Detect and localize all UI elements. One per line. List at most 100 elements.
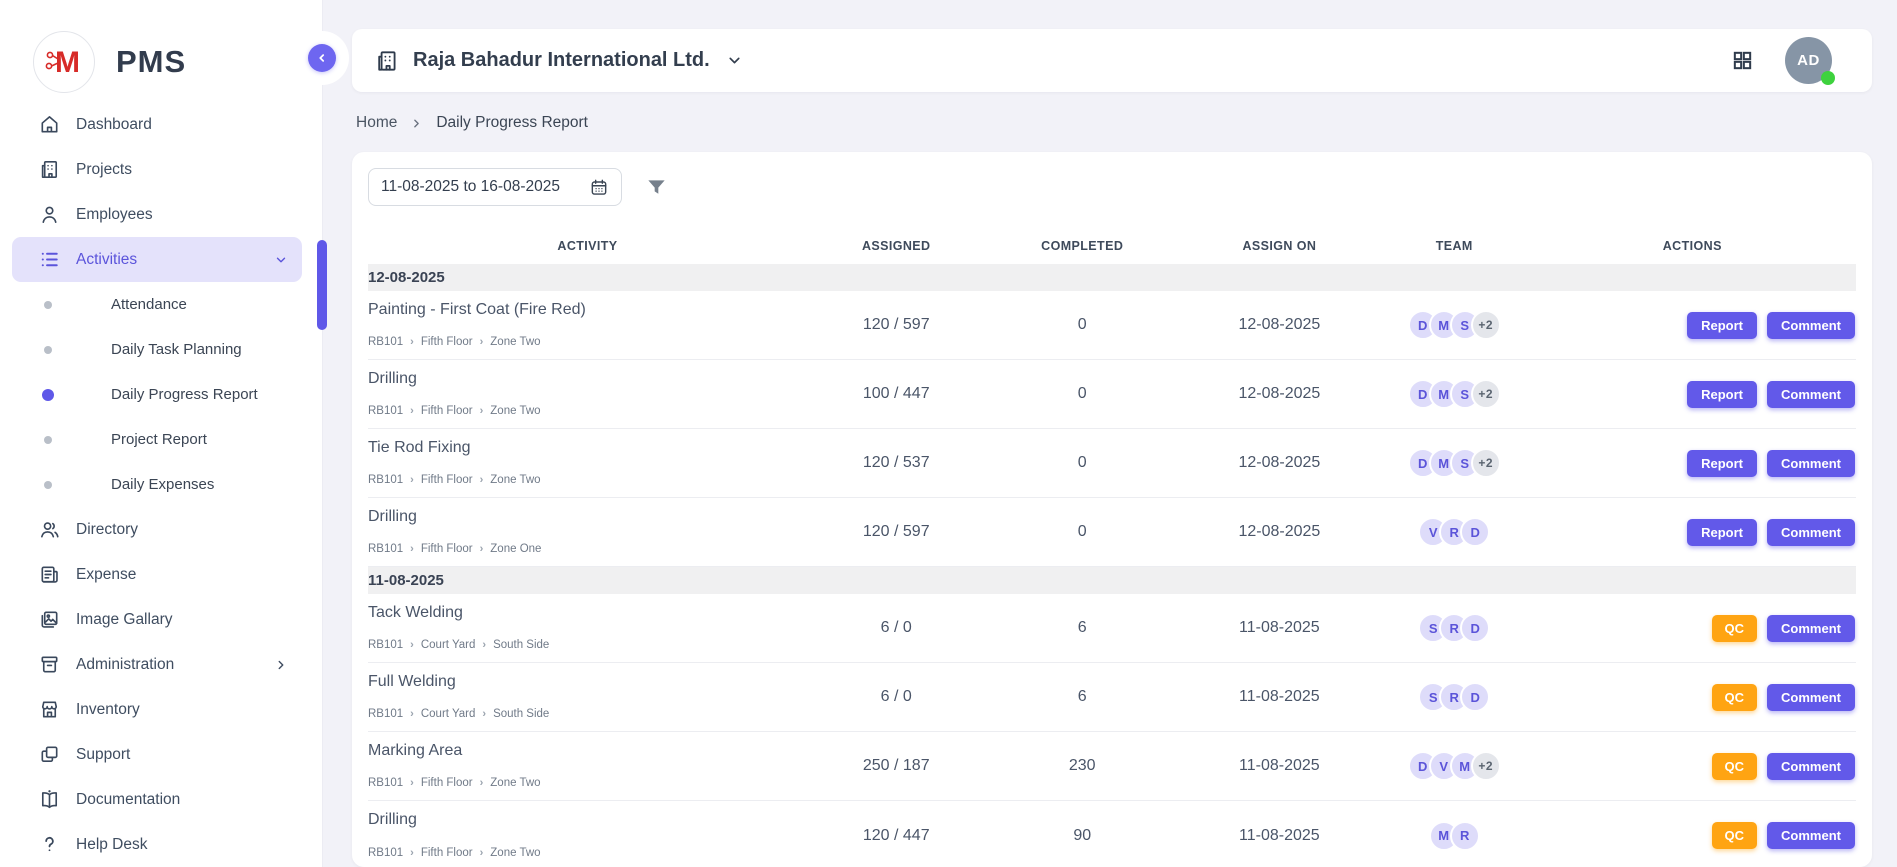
row-actions: Report Comment bbox=[1529, 312, 1856, 339]
sidebar-item-inventory[interactable]: Inventory bbox=[12, 687, 302, 732]
archive-icon bbox=[38, 653, 61, 676]
report-button[interactable]: Report bbox=[1687, 450, 1757, 477]
report-button[interactable]: Report bbox=[1687, 519, 1757, 546]
path-segment: Zone Two bbox=[490, 777, 540, 789]
sidebar-subitem-label: Daily Task Planning bbox=[111, 341, 242, 358]
sidebar-subitem-daily-task-planning[interactable]: Daily Task Planning bbox=[0, 327, 322, 372]
assigned-value: 120 / 447 bbox=[807, 827, 986, 845]
sidebar-item-administration[interactable]: Administration bbox=[12, 642, 302, 687]
sidebar-item-dashboard[interactable]: Dashboard bbox=[12, 102, 302, 147]
sidebar-item-help-desk[interactable]: Help Desk bbox=[12, 822, 302, 867]
column-header-activity: ACTIVITY bbox=[368, 239, 807, 253]
qc-button[interactable]: QC bbox=[1712, 615, 1758, 642]
sidebar-subitem-label: Attendance bbox=[111, 296, 187, 313]
sidebar-subitem-project-report[interactable]: Project Report bbox=[0, 417, 322, 462]
assigned-value: 120 / 597 bbox=[807, 523, 986, 541]
comment-button[interactable]: Comment bbox=[1767, 381, 1855, 408]
activity-row: DrillingRB101›Fifth Floor›Zone Two120 / … bbox=[368, 801, 1856, 867]
comment-button[interactable]: Comment bbox=[1767, 753, 1855, 780]
group-date: 11-08-2025 bbox=[368, 572, 444, 589]
sidebar-item-employees[interactable]: Employees bbox=[12, 192, 302, 237]
row-actions: QC Comment bbox=[1529, 684, 1856, 711]
sidebar-item-directory[interactable]: Directory bbox=[12, 507, 302, 552]
path-segment: Fifth Floor bbox=[421, 474, 473, 486]
sidebar-subitem-daily-expenses[interactable]: Daily Expenses bbox=[0, 462, 322, 507]
sidebar-item-label: Support bbox=[76, 746, 130, 764]
row-actions: Report Comment bbox=[1529, 519, 1856, 546]
filter-icon[interactable] bbox=[645, 176, 668, 199]
comment-button[interactable]: Comment bbox=[1767, 615, 1855, 642]
svg-text:M: M bbox=[55, 46, 80, 79]
team-avatars: DMS+2 bbox=[1380, 310, 1529, 340]
user-avatar[interactable]: AD bbox=[1785, 37, 1832, 84]
app-root: M PMS Dashboard Projects Employees bbox=[0, 0, 1897, 867]
company-selector[interactable]: Raja Bahadur International Ltd. bbox=[374, 48, 743, 74]
path-segment: RB101 bbox=[368, 708, 403, 720]
team-avatars: DMS+2 bbox=[1380, 379, 1529, 409]
report-button[interactable]: Report bbox=[1687, 312, 1757, 339]
team-overflow-badge: +2 bbox=[1471, 448, 1501, 478]
path-segment: Zone Two bbox=[490, 336, 540, 348]
sidebar-subitem-label: Project Report bbox=[111, 431, 207, 448]
assign-on-value: 11-08-2025 bbox=[1179, 688, 1380, 706]
assigned-value: 250 / 187 bbox=[807, 757, 986, 775]
sidebar-item-projects[interactable]: Projects bbox=[12, 147, 302, 192]
active-section-indicator bbox=[317, 240, 327, 330]
chevron-right-icon: › bbox=[480, 406, 484, 417]
list-icon bbox=[38, 248, 61, 271]
comment-button[interactable]: Comment bbox=[1767, 312, 1855, 339]
sidebar-item-label: Administration bbox=[76, 656, 174, 674]
chevron-right-icon: › bbox=[410, 406, 414, 417]
path-segment: Zone Two bbox=[490, 847, 540, 859]
assigned-value: 100 / 447 bbox=[807, 385, 986, 403]
comment-button[interactable]: Comment bbox=[1767, 519, 1855, 546]
row-actions: QC Comment bbox=[1529, 753, 1856, 780]
sidebar-item-label: Expense bbox=[76, 566, 136, 584]
sidebar-subitem-attendance[interactable]: Attendance bbox=[0, 282, 322, 327]
assigned-value: 6 / 0 bbox=[807, 688, 986, 706]
table-header-row: ACTIVITY ASSIGNED COMPLETED ASSIGN ON TE… bbox=[368, 228, 1856, 264]
activity-path: RB101›Fifth Floor›Zone Two bbox=[368, 777, 541, 789]
sidebar-item-documentation[interactable]: Documentation bbox=[12, 777, 302, 822]
column-header-actions: ACTIONS bbox=[1529, 239, 1856, 253]
activity-title: Marking Area bbox=[368, 742, 462, 760]
comment-button[interactable]: Comment bbox=[1767, 450, 1855, 477]
breadcrumb-home[interactable]: Home bbox=[356, 114, 397, 132]
chevron-left-icon bbox=[315, 51, 329, 65]
apps-grid-icon[interactable] bbox=[1731, 49, 1754, 72]
comment-button[interactable]: Comment bbox=[1767, 822, 1855, 849]
people-icon bbox=[38, 518, 61, 541]
sidebar-collapse-button[interactable] bbox=[308, 44, 336, 72]
report-button[interactable]: Report bbox=[1687, 381, 1757, 408]
qc-button[interactable]: QC bbox=[1712, 753, 1758, 780]
copy-icon bbox=[38, 743, 61, 766]
assigned-value: 120 / 597 bbox=[807, 316, 986, 334]
team-overflow-badge: +2 bbox=[1471, 379, 1501, 409]
sidebar-item-expense[interactable]: Expense bbox=[12, 552, 302, 597]
receipt-icon bbox=[38, 563, 61, 586]
question-icon bbox=[38, 833, 61, 856]
activity-path: RB101›Fifth Floor›Zone Two bbox=[368, 847, 541, 859]
qc-button[interactable]: QC bbox=[1712, 822, 1758, 849]
chevron-right-icon bbox=[274, 658, 288, 672]
sidebar-item-support[interactable]: Support bbox=[12, 732, 302, 777]
completed-value: 0 bbox=[986, 523, 1179, 541]
sidebar-item-image-gallary[interactable]: Image Gallary bbox=[12, 597, 302, 642]
sidebar-item-label: Dashboard bbox=[76, 116, 152, 134]
group-date: 12-08-2025 bbox=[368, 269, 445, 286]
activity-title: Drilling bbox=[368, 508, 417, 526]
chevron-right-icon: › bbox=[480, 848, 484, 859]
path-segment: South Side bbox=[493, 639, 549, 651]
assign-on-value: 11-08-2025 bbox=[1179, 619, 1380, 637]
column-header-completed: COMPLETED bbox=[986, 239, 1179, 253]
chevron-right-icon: › bbox=[480, 475, 484, 486]
assign-on-value: 12-08-2025 bbox=[1179, 385, 1380, 403]
column-header-assign-on: ASSIGN ON bbox=[1179, 239, 1380, 253]
sidebar-subitem-daily-progress-report[interactable]: Daily Progress Report bbox=[0, 372, 322, 417]
sidebar-item-label: Projects bbox=[76, 161, 132, 179]
date-range-input[interactable]: 11-08-2025 to 16-08-2025 bbox=[368, 168, 622, 206]
qc-button[interactable]: QC bbox=[1712, 684, 1758, 711]
path-segment: South Side bbox=[493, 708, 549, 720]
sidebar-item-activities[interactable]: Activities bbox=[12, 237, 302, 282]
comment-button[interactable]: Comment bbox=[1767, 684, 1855, 711]
